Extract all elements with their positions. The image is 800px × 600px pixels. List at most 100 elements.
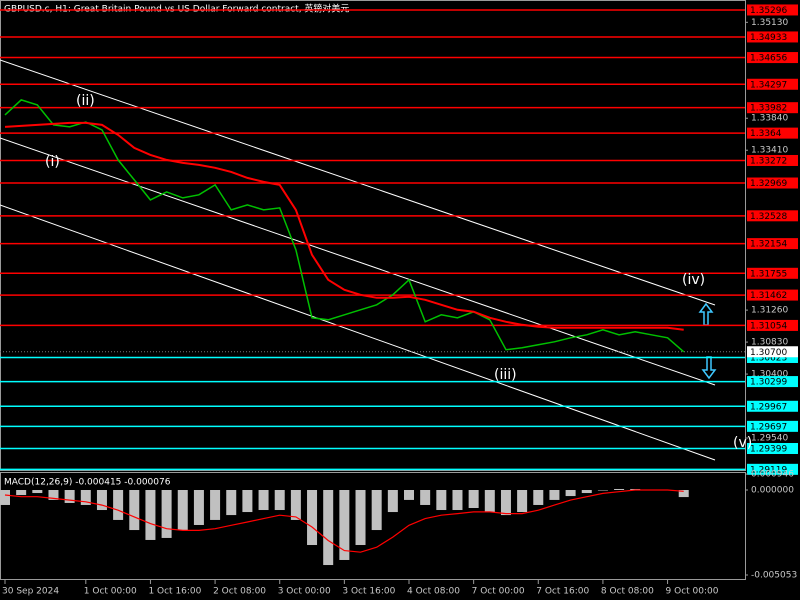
macd-bar: [242, 490, 253, 513]
macd-bar: [678, 490, 689, 498]
x-tick-label: 3 Oct 00:00: [278, 587, 331, 597]
macd-bar: [484, 490, 495, 513]
wave-label: (v): [733, 435, 752, 451]
x-tick-label: 8 Oct 08:00: [601, 587, 654, 597]
moving-average: [4, 121, 684, 331]
macd-bar: [145, 490, 156, 540]
level-label: 1.31462: [750, 291, 787, 301]
macd-bar: [371, 490, 382, 531]
macd-bar: [614, 488, 625, 490]
level-label: 1.32154: [750, 240, 787, 250]
x-tick-label: 9 Oct 00:00: [666, 587, 719, 597]
y-tick-label: 1.35130: [751, 18, 788, 28]
level-label: 1.29119: [750, 465, 787, 475]
macd-bar: [226, 490, 237, 516]
level-label-box: [747, 267, 798, 279]
macd-bar: [420, 490, 431, 505]
macd-pane: [0, 472, 746, 580]
x-tick-label: 1 Oct 16:00: [148, 587, 201, 597]
wave-label: (i): [45, 154, 60, 170]
level-label: 1.32528: [750, 212, 787, 222]
macd-bar: [549, 490, 560, 500]
level-label: 1.33272: [750, 156, 787, 166]
wave-label: (iv): [682, 272, 705, 288]
chart-title: GBPUSD.c, H1: Great Britain Pound vs US …: [4, 3, 349, 15]
level-label: 1.29399: [750, 445, 787, 455]
macd-bar: [290, 490, 301, 520]
y-tick-label: -0.005053: [751, 571, 797, 581]
x-tick-label: 2 Oct 08:00: [213, 587, 266, 597]
macd-bar: [210, 490, 221, 520]
level-label-box: [747, 31, 798, 43]
main-pane: [0, 0, 746, 471]
level-label: 1.32969: [750, 179, 787, 189]
macd-bar: [113, 490, 124, 520]
x-tick-label: 7 Oct 16:00: [536, 587, 589, 597]
macd-bar: [355, 490, 366, 546]
x-tick-label: 30 Sep 2024: [2, 587, 59, 597]
macd-bar: [0, 490, 10, 505]
macd-bar: [96, 490, 107, 511]
y-tick-label: 0.000000: [751, 486, 794, 496]
level-label-box: [747, 154, 798, 166]
macd-bar: [533, 490, 544, 505]
level-label: 1.30623: [750, 353, 787, 363]
macd-bar: [64, 490, 75, 503]
level-label-box: [747, 52, 798, 64]
macd-bar: [323, 490, 334, 566]
level-label-box: [747, 289, 798, 301]
y-tick-label: 1.29540: [751, 434, 788, 444]
level-label-box: [747, 4, 798, 16]
x-tick-label: 1 Oct 00:00: [84, 587, 137, 597]
level-label: 1.34933: [750, 33, 787, 43]
level-label-box: [747, 319, 798, 331]
macd-bar: [339, 490, 350, 560]
level-label: 1.29967: [750, 402, 787, 412]
level-label: 1.31054: [750, 321, 787, 331]
macd-bar: [193, 490, 204, 525]
macd-bar: [565, 490, 576, 497]
macd-bar: [581, 490, 592, 494]
channel-line: [0, 204, 716, 461]
macd-bar: [48, 490, 59, 500]
macd-bar: [80, 490, 91, 505]
x-tick-label: 4 Oct 08:00: [407, 587, 460, 597]
macd-bar: [387, 490, 398, 513]
macd-signal: [4, 489, 684, 553]
wave-label: (ii): [76, 93, 95, 109]
y-tick-label: 0.000946: [751, 470, 794, 480]
level-label: 1.34297: [750, 80, 787, 90]
macd-bar: [274, 490, 285, 511]
level-label-box: [747, 78, 798, 90]
level-label-box: [747, 351, 798, 363]
level-label-box: [747, 210, 798, 222]
macd-bar: [468, 490, 479, 508]
y-tick-label: 1.30400: [751, 370, 788, 380]
level-label-box: [747, 127, 798, 139]
macd-bar: [452, 490, 463, 511]
macd-bar: [16, 490, 27, 496]
y-tick-label: 1.30830: [751, 338, 788, 348]
wave-label: (iii): [494, 367, 517, 383]
level-label: 1.33982: [750, 104, 787, 114]
y-tick-label: 1.33410: [751, 146, 788, 156]
macd-bar: [436, 490, 447, 511]
level-label-box: [747, 238, 798, 250]
price-line: [4, 99, 685, 353]
macd-bar: [129, 490, 140, 531]
level-label: 1.35296: [750, 6, 787, 16]
level-label-box: [747, 420, 798, 432]
level-label: 1.29697: [750, 422, 787, 432]
macd-title: MACD(12,26,9) -0.000415 -0.000076: [4, 478, 171, 488]
level-label: 1.30299: [750, 378, 787, 388]
y-tick-label: 1.33840: [751, 114, 788, 124]
level-label: 1.34656: [750, 54, 787, 64]
level-label: 1.31755: [750, 269, 787, 279]
macd-bar: [307, 490, 318, 546]
x-tick-label: 7 Oct 00:00: [472, 587, 525, 597]
channel-line: [0, 137, 716, 386]
macd-bar: [161, 490, 172, 538]
x-tick-label: 3 Oct 16:00: [342, 587, 395, 597]
level-label-box: [747, 400, 798, 412]
